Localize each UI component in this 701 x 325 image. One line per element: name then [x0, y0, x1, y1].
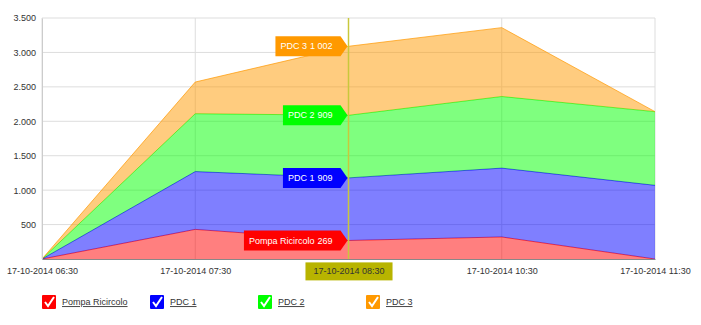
- x-axis: 17-10-2014 06:30 17-10-2014 07:30 17-10-20…: [7, 259, 691, 280]
- legend-checkbox[interactable]: [258, 295, 272, 309]
- tick: 17-10-2014 07:30: [160, 259, 231, 276]
- label-box: [244, 230, 348, 250]
- label-box: [283, 168, 348, 188]
- grid-line: [348, 18, 349, 259]
- tick-label: 3.500: [13, 13, 36, 23]
- tick-label: 17-10-2014 07:30: [160, 266, 231, 276]
- legend-check: [369, 297, 378, 306]
- grid-line: [42, 18, 43, 259]
- data-labels: Pompa Ricircolo269PDC 1909PDC 2909PDC 31…: [244, 36, 348, 250]
- legend-label[interactable]: Pompa Ricircolo: [62, 297, 128, 307]
- legend-label[interactable]: PDC 3: [386, 297, 413, 307]
- y-axis: 500 1.000 1.500 2.000 2.500 3.000 3.500: [13, 13, 42, 259]
- chart: 500 1.000 1.500 2.000 2.500 3.000 3.500 17-10-2…: [0, 0, 701, 325]
- label-text: PDC 31 002: [280, 41, 332, 51]
- tick-label: 1.500: [13, 151, 36, 161]
- crosshair: [348, 18, 350, 259]
- label-series: PDC 1: [288, 173, 315, 183]
- tick: 500: [21, 220, 42, 230]
- tick-label: 2.000: [13, 117, 36, 127]
- tick: 17-10-2014 10:30: [467, 259, 538, 276]
- data-label: PDC 1909: [283, 168, 348, 188]
- label-text: Pompa Ricircolo269: [249, 236, 333, 246]
- tick-label: 500: [21, 220, 36, 230]
- legend-check: [153, 297, 162, 306]
- tick: 17-10-2014 11:30: [620, 259, 690, 276]
- legend-item[interactable]: PDC 3: [366, 295, 413, 309]
- tick-label: 17-10-2014 06:30: [7, 266, 78, 276]
- axis-line: [42, 19, 43, 260]
- label-value: 909: [317, 110, 332, 120]
- label-box: [275, 36, 347, 56]
- tick: 17-10-2014 08:30: [305, 259, 392, 280]
- legend-check: [45, 297, 54, 306]
- label-series: PDC 3: [280, 41, 307, 51]
- legend: Pompa Ricircolo PDC 1 PDC 2 PDC 3: [42, 295, 413, 309]
- data-label: Pompa Ricircolo269: [244, 230, 348, 250]
- tick: 17-10-2014 06:30: [7, 259, 78, 276]
- label-box: [283, 105, 348, 125]
- grid: [42, 18, 655, 259]
- tick-label: 3.000: [13, 48, 36, 58]
- label-value: 1 002: [310, 41, 333, 51]
- legend-item[interactable]: PDC 1: [150, 295, 197, 309]
- tick-label: 2.500: [13, 82, 36, 92]
- tick: 3.500: [13, 13, 42, 23]
- legend-item[interactable]: PDC 2: [258, 295, 305, 309]
- label-value: 909: [317, 173, 332, 183]
- tick: 1.000: [13, 186, 42, 196]
- data-label: PDC 2909: [283, 105, 348, 125]
- tick: 2.500: [13, 82, 42, 92]
- label-text: PDC 1909: [288, 173, 333, 183]
- highlight-box: [305, 262, 392, 280]
- tick-label: 17-10-2014 11:30: [620, 266, 690, 276]
- tick-label: 1.000: [13, 186, 36, 196]
- legend-label[interactable]: PDC 1: [170, 297, 197, 307]
- tick: 3.000: [13, 48, 42, 58]
- legend-item[interactable]: Pompa Ricircolo: [42, 295, 128, 309]
- label-series: Pompa Ricircolo: [249, 236, 315, 246]
- label-series: PDC 2: [288, 110, 315, 120]
- tick-label: 17-10-2014 08:30: [313, 266, 384, 276]
- legend-check: [261, 297, 270, 306]
- legend-checkbox[interactable]: [366, 295, 380, 309]
- legend-checkbox[interactable]: [150, 295, 164, 309]
- tick-label: 17-10-2014 10:30: [467, 266, 538, 276]
- legend-checkbox[interactable]: [42, 295, 56, 309]
- tick: 2.000: [13, 117, 42, 127]
- axis-line: [43, 259, 656, 260]
- tick: 1.500: [13, 151, 42, 161]
- label-text: PDC 2909: [288, 110, 333, 120]
- legend-label[interactable]: PDC 2: [278, 297, 305, 307]
- label-value: 269: [317, 236, 332, 246]
- data-label: PDC 31 002: [275, 36, 347, 56]
